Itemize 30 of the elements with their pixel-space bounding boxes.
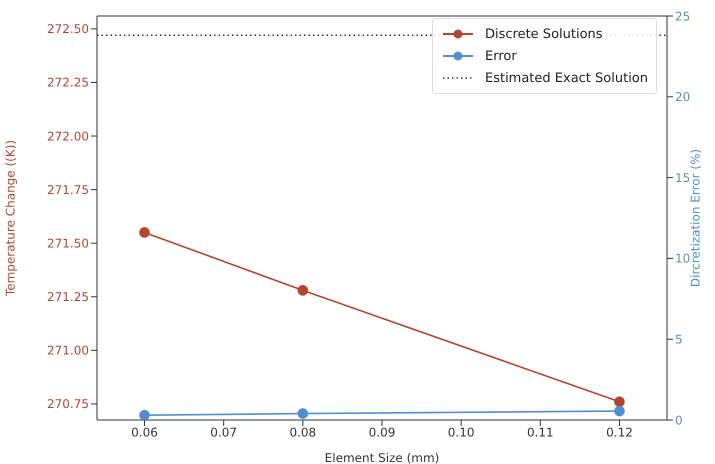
y2-tick-label: 0 bbox=[675, 413, 683, 428]
x-tick-label: 0.06 bbox=[131, 426, 158, 440]
x-tick-label: 0.11 bbox=[526, 426, 554, 440]
x-axis-title: Element Size (mm) bbox=[324, 451, 440, 464]
x-tick-label: 0.09 bbox=[368, 426, 396, 440]
y-tick-label: 271.00 bbox=[47, 344, 89, 358]
y2-tick-label: 15 bbox=[675, 170, 690, 185]
point bbox=[139, 227, 150, 238]
x-tick-label: 0.10 bbox=[448, 426, 475, 440]
point bbox=[614, 396, 625, 408]
y-tick-label: 271.25 bbox=[47, 290, 89, 304]
y-axis-title: Temperature Change ((K)) bbox=[3, 140, 18, 298]
legend-label: Discrete Solutions bbox=[484, 26, 603, 42]
y-tick-label: 271.75 bbox=[47, 182, 89, 197]
y-tick-label: 272.00 bbox=[47, 129, 89, 144]
y-tick-label: 272.25 bbox=[47, 76, 89, 90]
y-tick-label: 270.75 bbox=[47, 397, 89, 412]
y2-tick-label: 5 bbox=[675, 332, 683, 346]
x-tick-label: 0.07 bbox=[210, 426, 238, 440]
y2-tick-label: 20 bbox=[675, 90, 690, 104]
point bbox=[298, 285, 308, 296]
y2-axis-title: Dircretization Error (%) bbox=[688, 148, 702, 288]
x-tick-label: 0.08 bbox=[289, 426, 316, 440]
y2-tick-label: 25 bbox=[675, 9, 690, 24]
legend-label: Estimated Exact Solution bbox=[484, 70, 648, 86]
legend-label: Error bbox=[484, 48, 517, 64]
y2-tick-label: 10 bbox=[675, 252, 690, 266]
y-tick-label: 272.50 bbox=[47, 22, 89, 36]
x-tick-label: 0.12 bbox=[606, 426, 633, 440]
y-tick-label: 271.50 bbox=[47, 236, 89, 250]
